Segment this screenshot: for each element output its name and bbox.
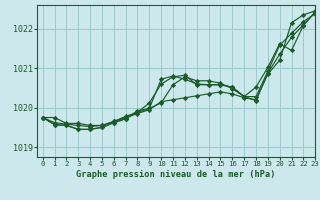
X-axis label: Graphe pression niveau de la mer (hPa): Graphe pression niveau de la mer (hPa) (76, 170, 276, 179)
